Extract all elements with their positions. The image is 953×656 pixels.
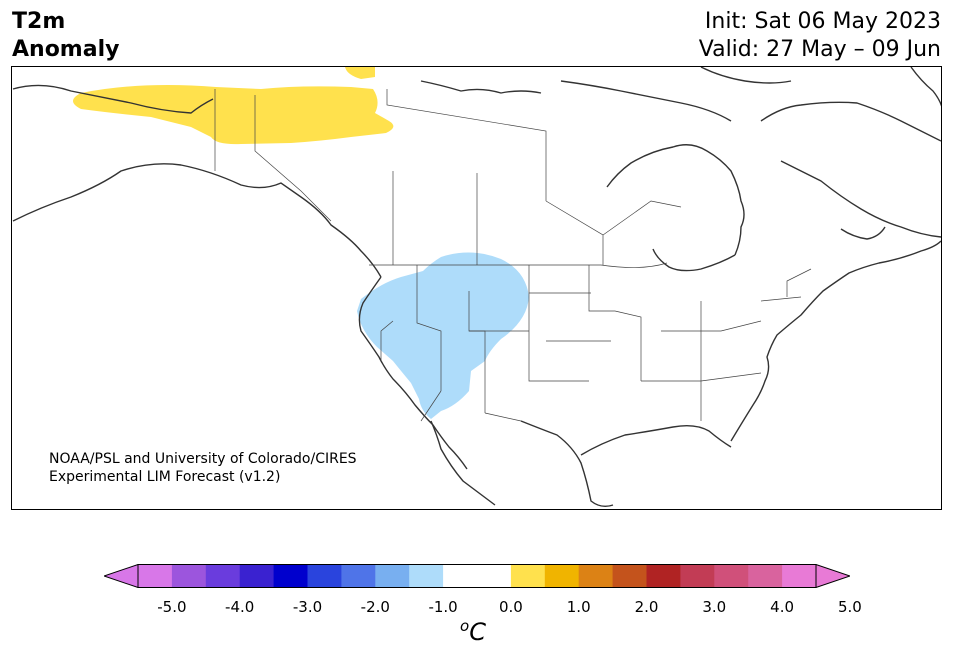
warm-anomaly-islands — [345, 67, 375, 79]
chart-title: T2m Anomaly — [12, 8, 119, 64]
colorbar-extend-high — [815, 564, 850, 588]
valid-range: Valid: 27 May – 09 Jun — [698, 37, 941, 62]
colorbar-bin — [510, 564, 546, 588]
colorbar-bin — [273, 564, 308, 588]
colorbar-bin — [239, 564, 275, 588]
init-date: Init: Sat 06 May 2023 — [704, 9, 941, 34]
colorbar-tick-label: 3.0 — [702, 598, 727, 616]
colorbar-extend-low — [104, 564, 139, 588]
date-info: Init: Sat 06 May 2023 Valid: 27 May – 09… — [699, 8, 941, 64]
cool-anomaly-western-us — [357, 252, 529, 419]
unit-degree: o — [460, 617, 470, 635]
colorbar-bin — [409, 564, 444, 588]
colorbar-bin — [477, 564, 512, 588]
colorbar-bin — [138, 564, 173, 588]
colorbar-tick-label: -3.0 — [292, 598, 323, 616]
colorbar-tick-label: 1.0 — [566, 598, 591, 616]
subtitle-label: Anomaly — [12, 37, 120, 62]
colorbar-ticks: -5.0 -4.0 -3.0 -2.0 -1.0 0.0 1.0 2.0 3.0 4.0 5.0 — [0, 598, 953, 618]
colorbar-bin — [612, 564, 647, 588]
colorbar-bin — [341, 564, 376, 588]
credit-text: NOAA/PSL and University of Colorado/CIRE… — [49, 450, 357, 486]
colorbar-bin — [714, 564, 749, 588]
colorbar-bin — [680, 564, 715, 588]
political-boundaries — [214, 89, 812, 422]
credit-line2: Experimental LIM Forecast (v1.2) — [49, 469, 281, 485]
unit-letter: C — [469, 618, 486, 646]
colorbar-bin — [375, 564, 410, 588]
variable-label: T2m — [12, 9, 66, 34]
colorbar-bin — [748, 564, 783, 588]
colorbar-bin — [578, 564, 614, 588]
colorbar-tick-label: -5.0 — [157, 598, 187, 616]
colorbar-bin — [307, 564, 342, 588]
colorbar-bin — [646, 564, 681, 588]
map-panel — [11, 66, 942, 510]
colorbar-bin — [782, 564, 817, 588]
colorbar-bin — [171, 564, 207, 588]
credit-line1: NOAA/PSL and University of Colorado/CIRE… — [49, 451, 357, 467]
colorbar-tick-label: 4.0 — [770, 598, 795, 616]
colorbar-bin — [544, 564, 580, 588]
colorbar-unit: oC — [460, 617, 486, 646]
colorbar-tick-label: -2.0 — [360, 598, 390, 616]
colorbar-border — [137, 564, 817, 588]
coastlines — [12, 67, 941, 508]
warm-anomaly-northwest-canada — [73, 85, 394, 145]
colorbar-tick-label: -4.0 — [225, 598, 255, 616]
colorbar-bin — [443, 564, 478, 588]
colorbar-tick-label: 0.0 — [498, 598, 523, 616]
north-america-map — [12, 67, 941, 508]
colorbar-tick-label: -1.0 — [428, 598, 458, 616]
colorbar-tick-label: 2.0 — [634, 598, 659, 616]
colorbar-bin — [205, 564, 241, 588]
colorbar — [104, 564, 850, 588]
colorbar-tick-label: 5.0 — [837, 598, 862, 616]
